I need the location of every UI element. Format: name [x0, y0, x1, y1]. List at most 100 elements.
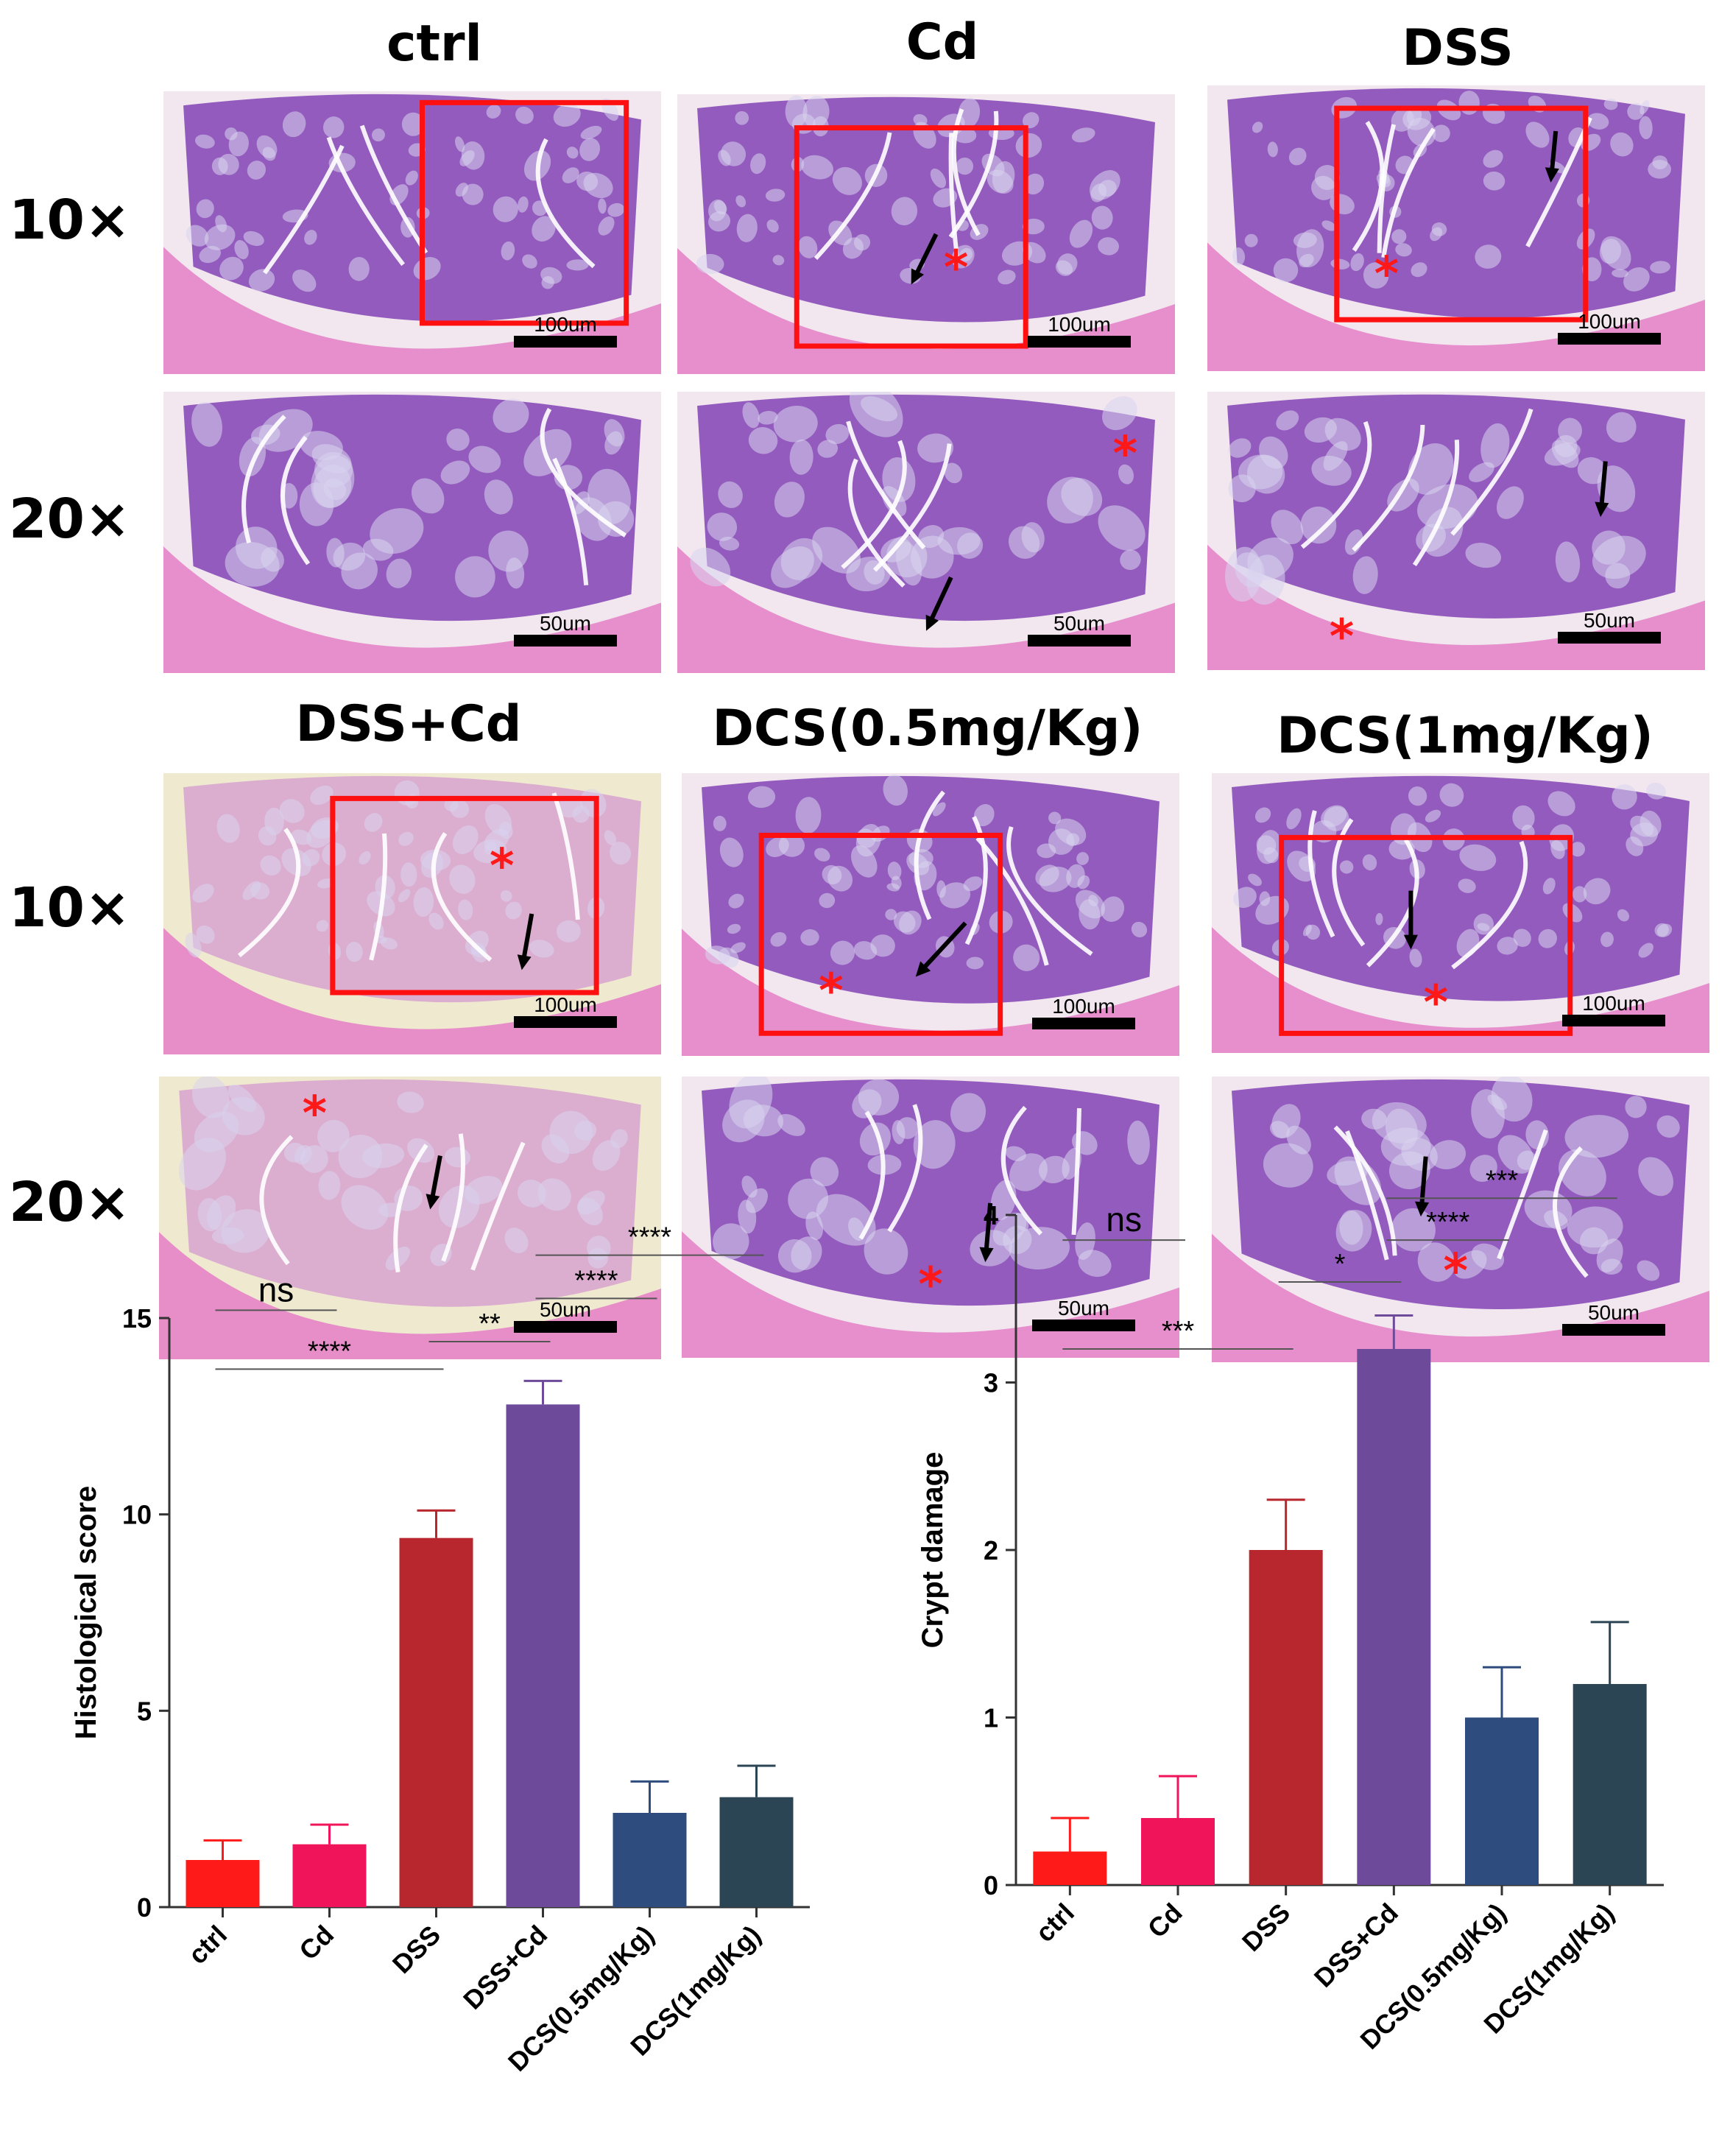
black-arrow — [429, 1155, 442, 1200]
black-arrow — [1549, 130, 1559, 173]
scale-bar — [1032, 1320, 1135, 1331]
crypt-texture — [186, 98, 625, 292]
title-dcs-1: DCS(1mg/Kg) — [1277, 707, 1653, 765]
scale-bar-label: 100um — [1052, 995, 1115, 1018]
bar — [1357, 1349, 1431, 1885]
significance-label: ns — [258, 1270, 294, 1308]
row-label-10x-top: 10× — [9, 189, 130, 252]
black-arrow — [921, 921, 967, 971]
arrowhead — [1403, 934, 1418, 950]
y-tick-label: 1 — [984, 1703, 998, 1733]
roi-box — [420, 99, 629, 326]
significance-label: *** — [1486, 1165, 1519, 1196]
micrograph-dcs1-10x: * 100um — [1212, 773, 1709, 1053]
y-tick-label: 15 — [122, 1303, 152, 1334]
x-category-label: Cd — [1142, 1898, 1188, 1944]
crypt-texture — [1233, 783, 1673, 970]
row-label-10x-bottom: 10× — [9, 876, 130, 940]
y-axis-label: Crypt damage — [917, 1452, 949, 1649]
red-asterisk: * — [944, 242, 968, 296]
scale-bar-label: 50um — [1588, 1301, 1640, 1324]
micrograph-dss-cd-20x: * 50um — [159, 1077, 661, 1359]
arrowhead — [1545, 167, 1559, 183]
scale-bar-label: 100um — [534, 993, 597, 1016]
title-dss-cd: DSS+Cd — [295, 695, 522, 753]
row-label-20x-top: 20× — [9, 487, 130, 551]
scale-bar — [1562, 1324, 1665, 1336]
bar — [1573, 1684, 1647, 1885]
red-asterisk: * — [819, 965, 843, 1019]
row-label-20x-bottom: 20× — [9, 1171, 130, 1234]
significance-label: **** — [308, 1336, 351, 1367]
title-cd: Cd — [906, 13, 979, 71]
scale-bar-label: 100um — [1048, 313, 1111, 336]
crypt-texture — [1225, 408, 1646, 605]
mucosa-shape — [697, 96, 1155, 323]
bar — [292, 1844, 367, 1907]
arrowhead — [426, 1194, 440, 1210]
scale-bar-label: 100um — [1582, 992, 1645, 1015]
y-tick-label: 0 — [984, 1870, 998, 1900]
micrograph-cd-20x: * 50um — [677, 392, 1175, 673]
bar — [506, 1404, 580, 1907]
black-arrow — [1599, 461, 1608, 507]
roi-box — [1279, 834, 1573, 1036]
title-dss: DSS — [1402, 19, 1514, 77]
scale-bar — [1558, 333, 1661, 345]
micrograph-ctrl-20x: 50um — [163, 392, 661, 673]
x-category-label: Cd — [293, 1920, 339, 1966]
y-tick-label: 4 — [984, 1200, 998, 1230]
significance-label: **** — [574, 1265, 618, 1296]
y-tick-label: 5 — [137, 1696, 152, 1726]
scale-bar-label: 50um — [1584, 609, 1635, 632]
significance-label: ns — [1106, 1200, 1142, 1239]
y-tick-label: 3 — [984, 1368, 998, 1398]
crypt-texture — [185, 780, 632, 963]
black-arrow — [914, 233, 939, 277]
red-asterisk: * — [1113, 427, 1137, 482]
x-category-label: DSS — [1236, 1898, 1296, 1957]
crypt-texture — [705, 775, 1148, 971]
scale-bar — [514, 1016, 617, 1028]
significance-label: *** — [1162, 1316, 1195, 1347]
title-dcs-05: DCS(0.5mg/Kg) — [712, 700, 1143, 758]
red-asterisk: * — [1330, 610, 1354, 665]
bar — [1033, 1851, 1107, 1885]
y-tick-label: 10 — [122, 1500, 152, 1530]
micrograph-dcs05-20x: * 50um — [682, 1077, 1179, 1358]
x-category-label: DSS — [387, 1920, 446, 1979]
bar — [1249, 1550, 1323, 1885]
title-ctrl: ctrl — [387, 15, 482, 73]
x-category-label: ctrl — [1029, 1898, 1080, 1948]
crypt-texture — [1232, 91, 1672, 292]
x-category-label: DSS+Cd — [457, 1920, 553, 2015]
roi-box — [794, 125, 1028, 349]
scale-bar — [514, 635, 617, 647]
y-tick-label: 2 — [984, 1535, 998, 1565]
scale-bar — [1558, 632, 1661, 644]
arrowhead — [1415, 1201, 1430, 1217]
red-asterisk: * — [490, 839, 514, 894]
y-tick-label: 0 — [137, 1892, 152, 1923]
red-asterisk: * — [1444, 1244, 1468, 1299]
arrowhead — [979, 1247, 994, 1263]
micrograph-dcs05-10x: * 100um — [682, 773, 1179, 1056]
micrograph-dcs1-20x: * 50um — [1212, 1077, 1709, 1362]
scale-bar — [514, 336, 617, 348]
scale-bar — [1028, 336, 1131, 348]
micrograph-cd-10x: * 100um — [677, 94, 1175, 374]
bar — [719, 1797, 794, 1907]
crypt-texture — [191, 398, 635, 598]
black-arrow — [984, 1202, 993, 1253]
crypt-texture — [178, 1077, 628, 1273]
scale-bar — [1032, 1018, 1135, 1029]
significance-label: **** — [1426, 1207, 1469, 1238]
black-arrow — [928, 576, 953, 623]
roi-box — [758, 832, 1003, 1036]
arrowhead — [915, 961, 931, 977]
scale-bar-label: 100um — [1578, 310, 1641, 333]
significance-label: ** — [479, 1308, 501, 1339]
